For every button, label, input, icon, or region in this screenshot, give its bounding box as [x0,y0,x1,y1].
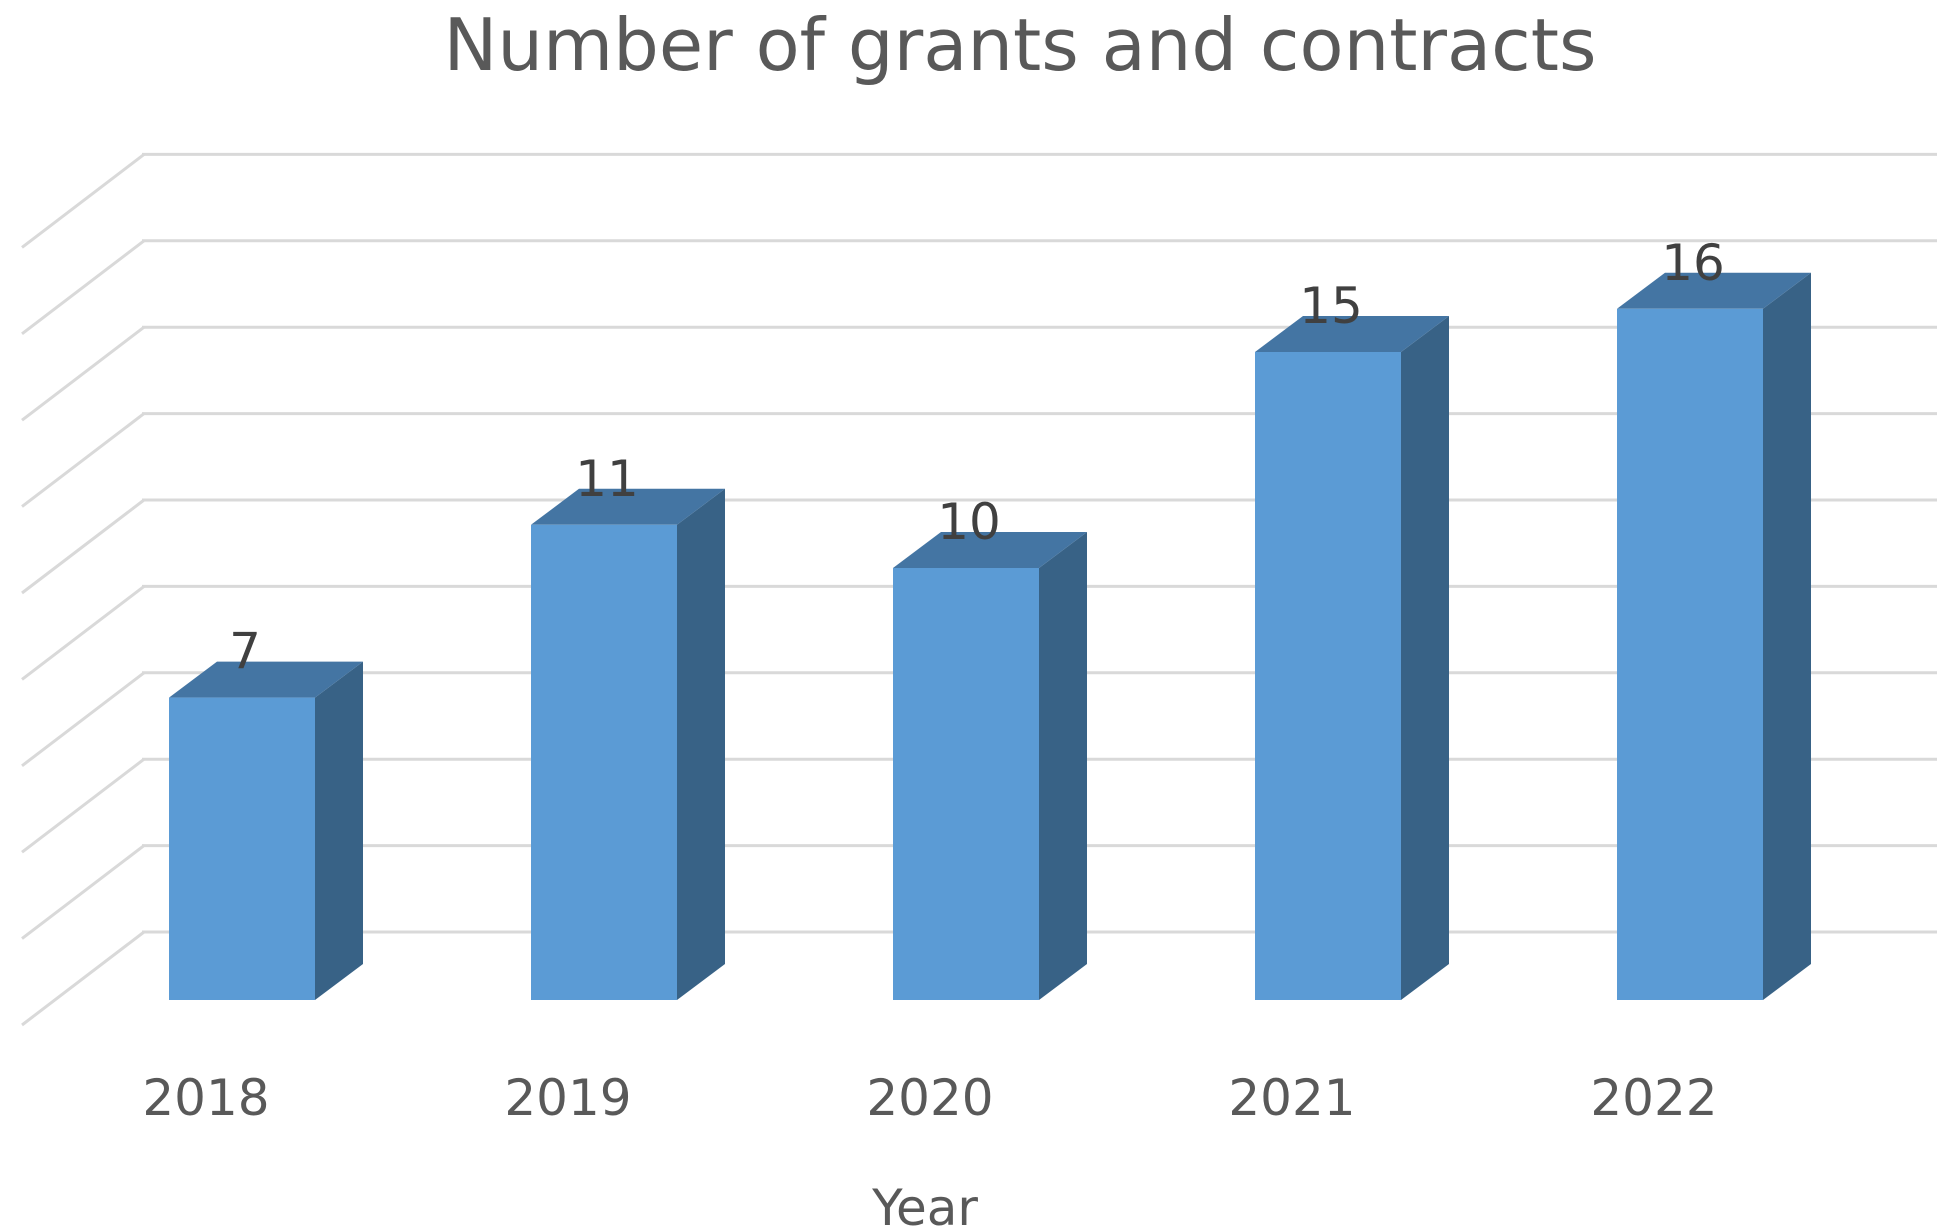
gridline-diagonal [21,498,145,595]
bar-side-face [315,661,363,1000]
bar-side-face [1401,316,1449,1000]
gridline-diagonal [21,326,145,422]
bar-front-face [531,524,677,1000]
bar-series [169,272,1811,1000]
data-label-2021: 15 [1299,277,1363,335]
bar-side-face [1039,532,1087,1000]
bar-front-face [1617,308,1763,1000]
x-axis-tick-labels: 2018 2019 2020 2021 2022 [142,1069,1717,1127]
bar-2022 [1617,272,1811,1000]
gridline-diagonal [21,758,145,854]
x-tick-label-2018: 2018 [142,1069,269,1127]
bar-front-face [1255,352,1401,1000]
data-label-2018: 7 [229,623,261,681]
bar-top-face [531,488,725,525]
x-tick-label-2021: 2021 [1228,1069,1355,1127]
bar-front-face [169,697,315,1000]
bar-side-face [677,488,725,1000]
x-tick-label-2022: 2022 [1590,1069,1717,1127]
data-label-2019: 11 [575,450,639,508]
gridline-diagonal [21,585,145,681]
bar-top-face [169,661,363,698]
data-label-2020: 10 [937,493,1001,551]
gridline-diagonal [21,930,145,1027]
chart-title: Number of grants and contracts [444,3,1597,87]
gridline-diagonal [21,153,145,249]
bar-top-face [1255,316,1449,352]
bar-top-face [893,532,1087,568]
gridline-diagonal [21,844,145,940]
data-label-2022: 16 [1661,234,1725,292]
x-tick-label-2020: 2020 [866,1069,993,1127]
data-labels: 7 11 10 15 16 [229,234,1725,681]
bar-2019 [531,488,725,1000]
gridline-diagonal [21,412,145,508]
bar-top-face [1617,272,1811,309]
bar-2020 [893,532,1087,1000]
bar-side-face [1763,272,1811,1000]
gridline-diagonal [21,671,145,767]
bar-2021 [1255,316,1449,1000]
bar-front-face [893,568,1039,1000]
bar-2018 [169,661,363,1000]
x-tick-label-2019: 2019 [504,1069,631,1127]
gridline-diagonal [21,239,145,335]
x-axis-title: Year [871,1179,978,1232]
